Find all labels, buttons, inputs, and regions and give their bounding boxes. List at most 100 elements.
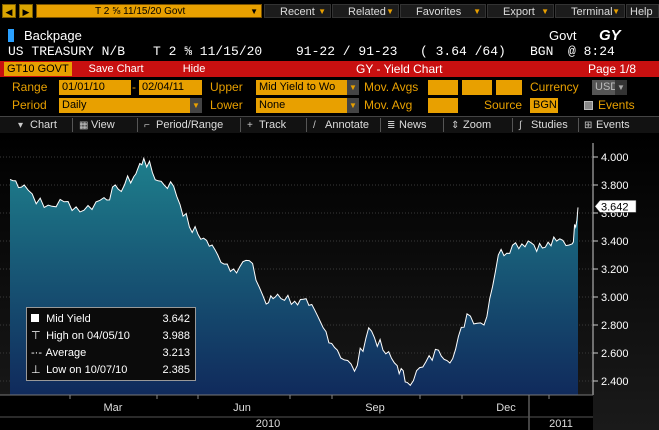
backpage-row: Backpage Govt GY bbox=[0, 27, 659, 44]
last-value-label: 3.642 bbox=[601, 201, 629, 213]
toolbar-divider bbox=[306, 118, 307, 132]
legend-high-label: High on 04/05/10 bbox=[46, 330, 130, 342]
last-value-marker: 3.642 bbox=[594, 200, 637, 213]
toolbar-divider bbox=[443, 118, 444, 132]
y-tick-label: 2.800 bbox=[601, 320, 629, 332]
command-line[interactable]: T 2 ⅝ 11/15/20 Govt ▼ bbox=[36, 4, 262, 18]
toolbar-divider bbox=[72, 118, 73, 132]
legend-average: -·- Average 3.213 bbox=[31, 346, 193, 360]
page-indicator: Page 1/8 bbox=[588, 62, 637, 76]
track-button[interactable]: + Track bbox=[247, 119, 287, 131]
lower-label: Lower bbox=[210, 98, 243, 112]
command-text: T 2 ⅝ 11/15/20 Govt bbox=[95, 6, 186, 17]
zoom-arrows-icon: ⇕ bbox=[451, 120, 460, 131]
range-start-input[interactable]: 01/01/10 bbox=[59, 80, 131, 95]
news-icon: ≣ bbox=[387, 120, 396, 131]
period-select[interactable]: Daily ▼ bbox=[59, 98, 202, 113]
legend-low-value: 2.385 bbox=[162, 364, 190, 376]
chevron-down-icon: ▼ bbox=[250, 7, 258, 16]
chevron-down-icon: ▼ bbox=[473, 7, 481, 16]
range-end-input[interactable]: 02/04/11 bbox=[139, 80, 202, 95]
mov-avg-2-input[interactable] bbox=[462, 80, 492, 95]
source-label: Source bbox=[484, 98, 523, 112]
hide-button[interactable]: Hide bbox=[182, 63, 206, 75]
chart-menu-button[interactable]: ▾ Chart bbox=[18, 119, 57, 131]
studies-curve-icon: ∫ bbox=[519, 120, 522, 131]
y-tick-label: 4.000 bbox=[601, 152, 629, 164]
chevron-down-icon: ▼ bbox=[612, 7, 620, 16]
chevron-down-icon: ▼ bbox=[318, 7, 326, 16]
currency-select[interactable]: USD ▼ bbox=[592, 80, 627, 95]
x-year-label: 2011 bbox=[549, 418, 573, 430]
save-chart-button[interactable]: Save Chart bbox=[88, 63, 144, 75]
events-checkbox[interactable] bbox=[584, 101, 593, 110]
range-label: Range bbox=[12, 80, 48, 94]
security-ticker: T 2 ⅝ 11/15/20 bbox=[153, 44, 263, 59]
toolbar-divider bbox=[512, 118, 513, 132]
mov-avgs-label: Mov. Avgs bbox=[364, 80, 419, 94]
back-arrow-icon[interactable]: ◀ bbox=[2, 4, 16, 18]
top-menu-bar: ◀ ▶ T 2 ⅝ 11/15/20 Govt ▼ Recent ▼ Relate… bbox=[0, 0, 659, 22]
backpage-link[interactable]: Backpage bbox=[24, 28, 82, 43]
zoom-button[interactable]: ⇕ Zoom bbox=[451, 119, 492, 131]
yield-line bbox=[9, 156, 579, 387]
low-marker-icon: ⊥ bbox=[31, 364, 41, 376]
x-month-label: Mar bbox=[104, 402, 123, 414]
average-line-icon: -·- bbox=[31, 347, 42, 359]
menu-help[interactable]: Help bbox=[626, 4, 659, 18]
controls-row-2: Period Daily ▼ Lower None ▼ Mov. Avg Sou… bbox=[0, 97, 659, 115]
studies-button[interactable]: ∫ Studies bbox=[519, 119, 568, 131]
white-square-icon bbox=[31, 312, 43, 326]
events-checkbox-label: Events bbox=[598, 98, 635, 112]
lower-select[interactable]: None ▼ bbox=[256, 98, 359, 113]
menu-terminal[interactable]: Terminal ▼ bbox=[555, 4, 625, 18]
function-title-bar: GT10 GOVT Save Chart Hide GY - Yield Cha… bbox=[0, 61, 659, 77]
chart-legend[interactable]: Mid Yield 3.642 ⊤ High on 04/05/10 3.988… bbox=[26, 307, 196, 381]
y-axis-ticks: 2.4002.6002.8003.0003.2003.4003.6003.800… bbox=[593, 152, 629, 388]
mov-avg-3-input[interactable] bbox=[496, 80, 522, 95]
security-row: US TREASURY N/B T 2 ⅝ 11/15/20 91-22 / 9… bbox=[0, 44, 659, 60]
y-tick-label: 3.400 bbox=[601, 236, 629, 248]
chevron-down-icon: ▾ bbox=[18, 120, 24, 131]
forward-arrow-icon[interactable]: ▶ bbox=[19, 4, 33, 18]
lower-select-value: None bbox=[259, 99, 286, 111]
quote-time: @ 8:24 bbox=[568, 44, 615, 59]
legend-avg-value: 3.213 bbox=[162, 347, 190, 359]
upper-select[interactable]: Mid Yield to Wo ▼ bbox=[256, 80, 359, 95]
plus-box-icon: ⊞ bbox=[584, 120, 593, 131]
high-marker-icon: ⊤ bbox=[31, 330, 41, 342]
range-separator: - bbox=[132, 80, 136, 94]
menu-recent[interactable]: Recent ▼ bbox=[264, 4, 331, 18]
grid-view-icon: ▦ bbox=[79, 120, 89, 131]
menu-export[interactable]: Export ▼ bbox=[487, 4, 554, 18]
upper-label: Upper bbox=[210, 80, 243, 94]
yield-chart[interactable]: 2.4002.6002.8003.0003.2003.4003.6003.800… bbox=[0, 133, 659, 430]
x-axis-ticks: Mar Jun Sep Dec 2010 2011 bbox=[0, 395, 593, 430]
annotate-button[interactable]: / Annotate bbox=[313, 119, 370, 131]
chevron-down-icon: ▼ bbox=[190, 98, 202, 113]
period-range-button[interactable]: ⌐ Period/Range bbox=[144, 119, 224, 131]
mov-avg-label: Mov. Avg bbox=[364, 98, 413, 112]
menu-related[interactable]: Related ▼ bbox=[332, 4, 399, 18]
legend-high: ⊤ High on 04/05/10 3.988 bbox=[31, 329, 193, 343]
chart-toolbar: ▾ Chart ▦ View ⌐ Period/Range + Track / Annot… bbox=[0, 116, 659, 134]
y-tick-label: 2.600 bbox=[601, 348, 629, 360]
period-label: Period bbox=[12, 98, 47, 112]
currency-label: Currency bbox=[530, 80, 579, 94]
menu-favorites[interactable]: Favorites ▼ bbox=[400, 4, 486, 18]
sector-label: Govt bbox=[549, 28, 577, 43]
y-tick-label: 3.800 bbox=[601, 180, 629, 192]
lower-mov-avg-input[interactable] bbox=[428, 98, 458, 113]
source-input[interactable]: BGN bbox=[530, 98, 558, 113]
x-axis-band bbox=[0, 395, 593, 430]
x-year-label: 2010 bbox=[256, 418, 280, 430]
mov-avg-1-input[interactable] bbox=[428, 80, 458, 95]
security-selector[interactable]: GT10 GOVT bbox=[4, 62, 72, 76]
currency-select-value: USD bbox=[595, 81, 619, 93]
yield-change: ( 3.64 /64) bbox=[420, 44, 506, 59]
view-menu-button[interactable]: ▦ View bbox=[79, 119, 115, 131]
chevron-down-icon: ▼ bbox=[347, 80, 359, 95]
controls-row-1: Range 01/01/10 - 02/04/11 Upper Mid Yiel… bbox=[0, 79, 659, 97]
events-button[interactable]: ⊞ Events bbox=[584, 119, 630, 131]
news-button[interactable]: ≣ News bbox=[387, 119, 427, 131]
